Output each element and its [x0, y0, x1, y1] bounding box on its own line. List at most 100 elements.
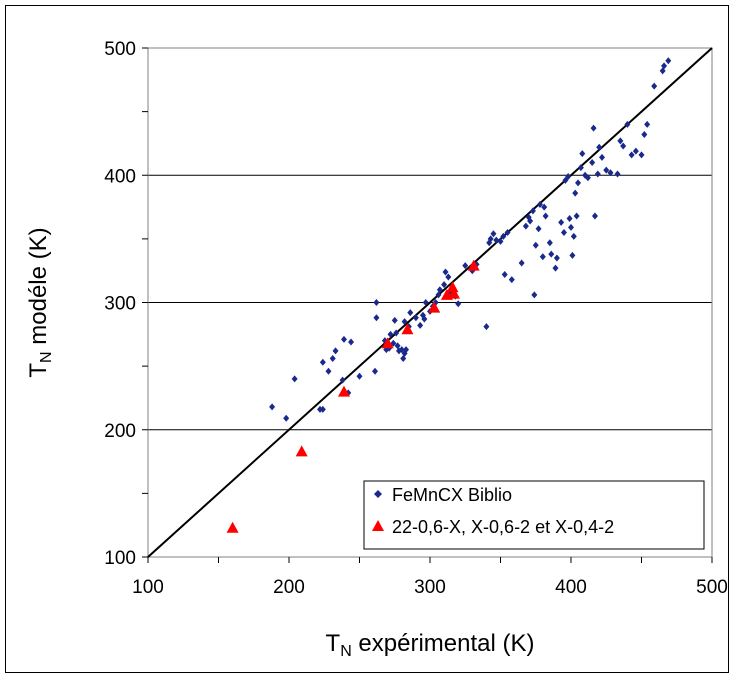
data-point-series-1 [442, 268, 449, 276]
data-point-series-2 [428, 301, 441, 313]
data-point-series-1 [487, 235, 494, 243]
data-point-series-1 [340, 335, 347, 343]
data-point-series-1 [291, 375, 298, 383]
x-axis-label-rest: expérimental (K) [352, 630, 535, 657]
data-point-series-1 [541, 203, 548, 211]
tick-labels: 100 200 300 400 500 100 200 300 400 500 [104, 39, 728, 598]
y-tick-label: 100 [104, 548, 136, 569]
data-point-series-1 [644, 120, 651, 128]
legend-box [363, 480, 705, 550]
x-axis-label-main: T [326, 630, 341, 657]
legend-label-series-1: FeMnCX Biblio [392, 485, 512, 505]
legend-marker-diamond [374, 490, 382, 498]
data-point-series-1 [339, 376, 346, 384]
data-point-series-1 [445, 273, 452, 281]
data-point-series-2 [401, 323, 414, 335]
x-axis-label: TN expérimental (K) [326, 630, 535, 660]
data-point-series-1 [591, 212, 598, 220]
data-point-series-1 [641, 131, 648, 139]
data-point-series-1 [422, 299, 429, 306]
axis-ticks [142, 47, 713, 563]
data-point-series-1 [594, 170, 601, 178]
x-tick-label: 200 [273, 577, 305, 598]
data-point-series-1 [661, 62, 668, 70]
data-point-series-1 [535, 225, 542, 233]
data-point-series-1 [436, 286, 443, 294]
data-point-series-2 [447, 287, 460, 299]
data-point-series-1 [546, 239, 553, 247]
data-point-series-1 [603, 166, 610, 174]
data-point-series-1 [412, 314, 419, 322]
data-point-series-1 [568, 223, 574, 231]
data-point-series-1 [401, 318, 408, 326]
data-point-series-1 [393, 329, 400, 337]
y-tick-label: 300 [104, 294, 136, 315]
data-point-series-1 [624, 120, 631, 128]
data-point-series-1 [529, 207, 536, 215]
data-point-series-1 [565, 173, 572, 181]
data-point-series-1 [527, 217, 534, 225]
data-point-series-1 [373, 314, 380, 322]
data-point-series-1 [373, 299, 380, 306]
data-point-series-1 [269, 403, 276, 411]
y-axis-label: TN modéle (K) [25, 227, 55, 377]
data-point-series-1 [552, 264, 559, 272]
legend-label-series-2: 22-0,6-X, X-0,6-2 et X-0,4-2 [392, 517, 614, 537]
x-axis-label-sub: N [340, 643, 352, 660]
data-point-series-2 [337, 385, 350, 397]
data-point-series-1 [391, 316, 398, 324]
data-point-series-1 [570, 232, 577, 240]
data-point-series-1 [558, 218, 565, 226]
data-point-series-1 [553, 254, 560, 262]
data-point-series-1 [325, 367, 332, 375]
data-point-series-1 [356, 372, 363, 380]
y-tick-label: 500 [104, 39, 136, 60]
data-point-series-1 [455, 300, 462, 308]
data-point-series-1 [421, 315, 428, 323]
data-point-series-1 [483, 323, 490, 331]
data-point-series-1 [407, 309, 414, 317]
x-tick-label: 400 [555, 577, 587, 598]
x-tick-label: 100 [132, 577, 164, 598]
y-tick-label: 200 [104, 421, 136, 442]
data-point-series-1 [590, 124, 597, 132]
data-point-series-1 [651, 82, 658, 90]
data-point-series-1 [599, 153, 606, 161]
data-point-series-1 [638, 151, 645, 159]
data-point-series-2 [446, 281, 459, 293]
data-point-series-1 [596, 143, 603, 151]
data-point-series-1 [398, 346, 405, 354]
data-point-series-1 [536, 201, 543, 209]
data-point-series-1 [620, 142, 627, 150]
data-points [226, 57, 672, 533]
data-point-series-1 [329, 354, 336, 362]
data-point-series-1 [417, 321, 424, 329]
chart-frame [5, 5, 729, 673]
reference-line-y-equals-x [147, 47, 713, 558]
legend-marker-triangle [372, 520, 384, 531]
data-point-series-1 [572, 189, 579, 197]
data-point-series-1 [493, 236, 500, 244]
legend: FeMnCX Biblio 22-0,6-X, X-0,6-2 et X-0,4… [363, 480, 705, 550]
data-point-series-1 [548, 250, 555, 258]
data-point-series-1 [319, 405, 326, 413]
data-point-series-1 [518, 259, 525, 267]
data-point-series-1 [539, 253, 546, 261]
data-point-series-2 [467, 259, 480, 271]
y-axis-label-main: T [25, 363, 52, 378]
data-point-series-1 [566, 215, 573, 223]
data-point-series-1 [532, 241, 539, 249]
data-point-series-1 [575, 179, 582, 187]
data-point-series-1 [632, 147, 639, 155]
data-point-series-1 [504, 229, 511, 237]
data-point-series-1 [348, 338, 355, 346]
y-axis-label-sub: N [38, 351, 55, 363]
data-point-series-1 [531, 291, 538, 299]
data-point-series-2 [226, 521, 239, 533]
data-point-series-1 [283, 414, 290, 422]
data-point-series-1 [441, 281, 448, 289]
data-point-series-1 [387, 330, 394, 338]
data-point-series-1 [577, 164, 584, 172]
data-point-series-1 [522, 222, 529, 230]
data-point-series-1 [617, 137, 624, 145]
